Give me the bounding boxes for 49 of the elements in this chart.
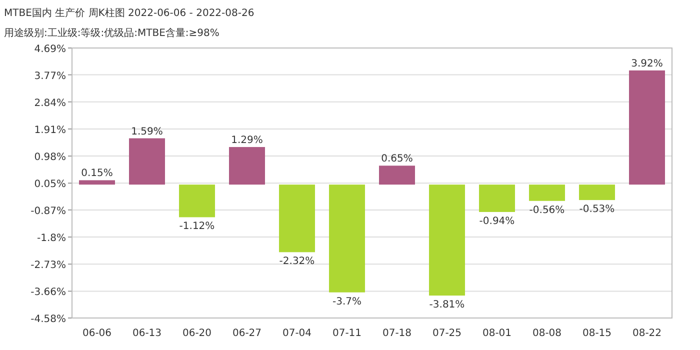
bar	[79, 180, 115, 185]
x-tick-label: 06-20	[182, 328, 212, 339]
data-label: -3.81%	[429, 300, 465, 311]
y-tick-label: -0.87%	[30, 206, 66, 217]
y-tick-label: -1.8%	[36, 233, 66, 244]
y-tick-label: -4.58%	[30, 314, 66, 325]
data-label: -0.53%	[579, 204, 615, 216]
x-tick-label: 07-11	[332, 328, 362, 339]
x-tick-label: 08-08	[532, 328, 562, 339]
x-tick-label: 06-27	[232, 328, 262, 339]
y-tick-label: -2.73%	[30, 260, 66, 272]
bar	[379, 166, 415, 185]
bar	[179, 184, 215, 218]
y-tick-label: 3.77%	[34, 70, 66, 82]
chart-title: MTBE国内 生产价 周K柱图 2022-06-06 - 2022-08-26	[4, 7, 254, 19]
bar	[479, 184, 515, 212]
x-tick-label: 06-13	[132, 328, 162, 339]
bar	[279, 184, 315, 252]
data-label: 0.65%	[381, 154, 413, 165]
bar	[229, 147, 265, 185]
x-tick-label: 07-18	[382, 328, 412, 339]
bar	[529, 184, 565, 201]
y-tick-label: 1.91%	[34, 124, 66, 136]
data-label: -3.7%	[332, 296, 362, 308]
chart-subtitle: 用途级别:工业级:等级:优级品:MTBE含量:≥98%	[4, 27, 220, 39]
y-tick-label: 0.05%	[34, 179, 66, 190]
data-label: -2.32%	[279, 256, 315, 268]
x-tick-label: 08-15	[582, 328, 612, 339]
x-tick-label: 07-04	[282, 328, 312, 339]
bar	[429, 184, 465, 296]
data-label: 1.29%	[231, 135, 263, 146]
x-tick-label: 07-25	[432, 328, 462, 339]
data-label: -0.56%	[529, 204, 565, 216]
bar	[129, 138, 165, 185]
data-label: 3.92%	[631, 58, 663, 70]
data-label: -1.12%	[179, 221, 215, 232]
x-tick-label: 08-01	[482, 328, 512, 339]
data-label: 0.15%	[81, 168, 113, 180]
y-tick-label: -3.66%	[30, 287, 66, 298]
bar	[629, 70, 665, 185]
x-tick-label: 08-22	[632, 328, 662, 339]
data-label: -0.94%	[479, 216, 515, 227]
x-tick-label: 06-06	[82, 328, 112, 339]
data-label: 1.59%	[131, 126, 163, 138]
bar	[579, 184, 615, 200]
bar	[329, 184, 365, 292]
y-tick-label: 4.69%	[34, 44, 66, 55]
y-tick-label: 2.84%	[34, 98, 66, 109]
y-tick-label: 0.98%	[34, 152, 66, 164]
